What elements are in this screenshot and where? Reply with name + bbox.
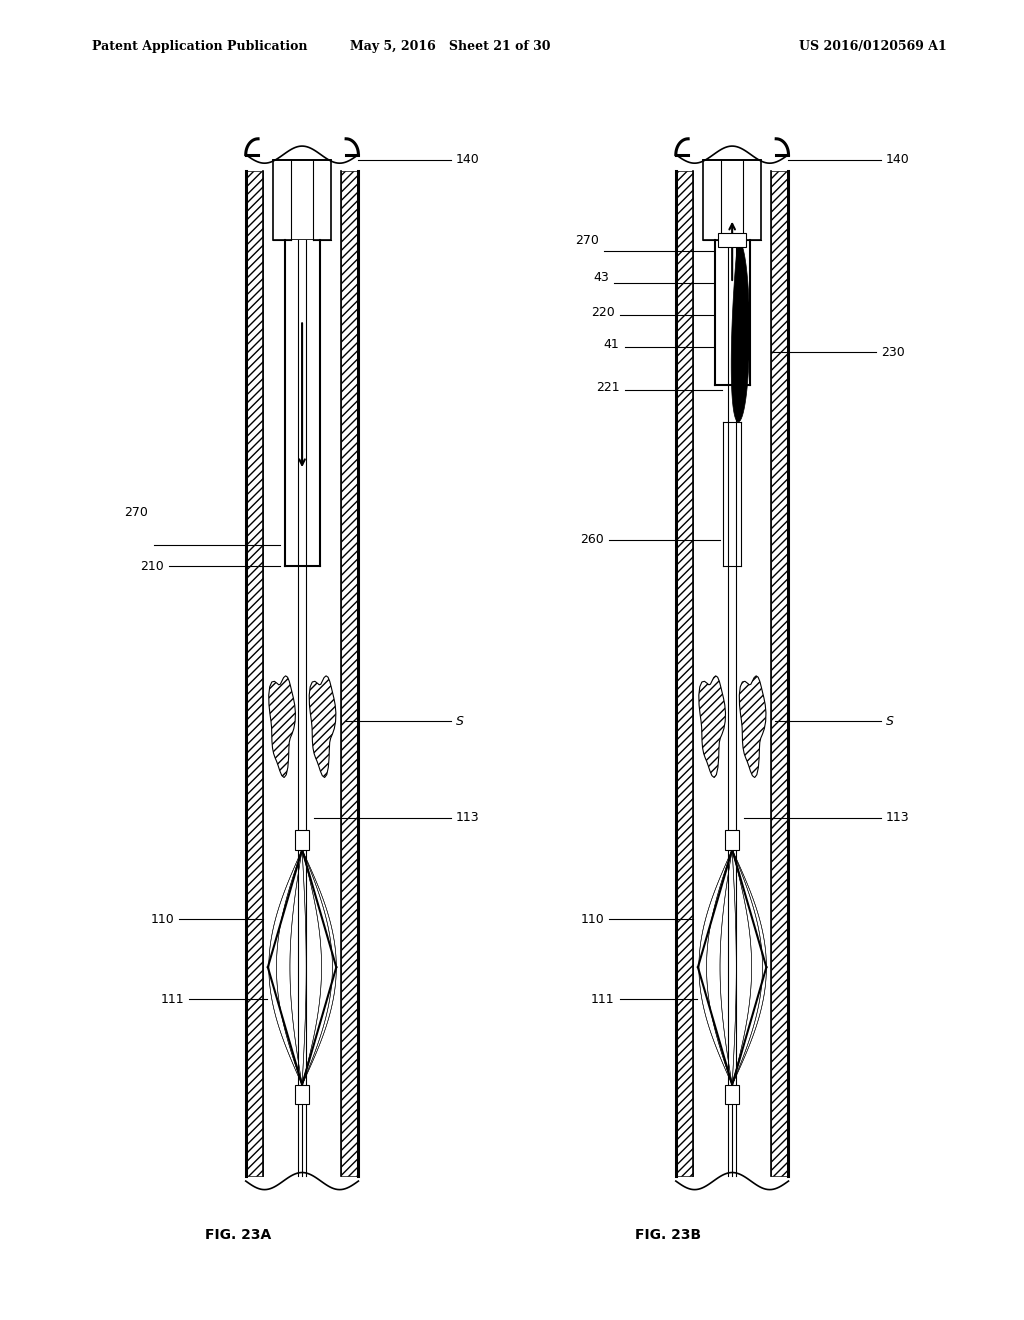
Text: US 2016/0120569 A1: US 2016/0120569 A1: [799, 40, 946, 53]
Text: Patent Application Publication: Patent Application Publication: [92, 40, 307, 53]
Polygon shape: [728, 240, 736, 1176]
Polygon shape: [309, 676, 336, 777]
Text: S: S: [886, 715, 894, 727]
Polygon shape: [272, 160, 332, 240]
Text: S: S: [456, 715, 464, 727]
Text: 260: 260: [581, 533, 604, 546]
Text: 113: 113: [886, 810, 909, 824]
Polygon shape: [725, 830, 739, 850]
Text: 210: 210: [140, 560, 164, 573]
Text: 220: 220: [591, 306, 614, 319]
Text: 221: 221: [596, 381, 620, 395]
Text: FIG. 23B: FIG. 23B: [635, 1228, 701, 1242]
Text: May 5, 2016   Sheet 21 of 30: May 5, 2016 Sheet 21 of 30: [350, 40, 551, 53]
Text: FIG. 23A: FIG. 23A: [205, 1228, 271, 1242]
Polygon shape: [295, 1085, 309, 1104]
Polygon shape: [718, 232, 746, 247]
Polygon shape: [341, 170, 358, 1176]
Text: 110: 110: [581, 912, 604, 925]
Polygon shape: [676, 170, 693, 1176]
Text: 43: 43: [594, 271, 609, 284]
Text: 140: 140: [886, 153, 909, 166]
Polygon shape: [285, 240, 319, 566]
Polygon shape: [739, 676, 766, 777]
Text: 113: 113: [456, 810, 479, 824]
Polygon shape: [725, 1085, 739, 1104]
Polygon shape: [715, 240, 750, 384]
Text: 111: 111: [591, 993, 614, 1006]
Polygon shape: [702, 160, 761, 240]
Text: 110: 110: [151, 912, 174, 925]
Text: 270: 270: [125, 507, 148, 519]
Polygon shape: [698, 676, 725, 777]
Text: 140: 140: [456, 153, 479, 166]
Polygon shape: [298, 240, 306, 1176]
Polygon shape: [268, 676, 295, 777]
Text: 230: 230: [881, 346, 904, 359]
Polygon shape: [295, 830, 309, 850]
Text: 270: 270: [575, 234, 599, 247]
Text: 41: 41: [604, 338, 620, 351]
Polygon shape: [731, 240, 750, 422]
Polygon shape: [771, 170, 788, 1176]
Text: 111: 111: [161, 993, 184, 1006]
Polygon shape: [246, 170, 263, 1176]
